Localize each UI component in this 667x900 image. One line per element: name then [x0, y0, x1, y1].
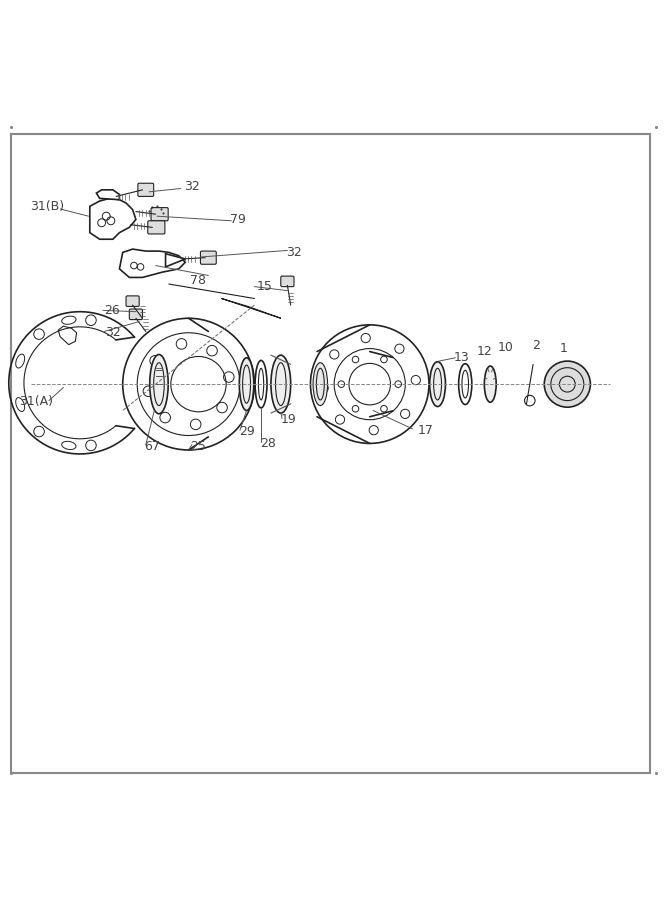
Ellipse shape	[16, 398, 25, 411]
Circle shape	[544, 361, 590, 407]
Ellipse shape	[239, 358, 254, 410]
Text: 10: 10	[498, 341, 514, 355]
Ellipse shape	[62, 441, 76, 449]
Text: 32: 32	[184, 180, 199, 193]
Ellipse shape	[62, 316, 76, 324]
Text: 28: 28	[259, 436, 275, 450]
Text: 67: 67	[145, 439, 160, 453]
FancyBboxPatch shape	[129, 309, 143, 320]
Ellipse shape	[430, 362, 446, 407]
Text: 25: 25	[191, 439, 206, 453]
Text: 32: 32	[286, 246, 302, 259]
Text: 1: 1	[560, 342, 568, 356]
Text: 79: 79	[230, 213, 246, 226]
Text: 13: 13	[454, 351, 470, 364]
Text: 15: 15	[256, 280, 272, 293]
Ellipse shape	[149, 355, 168, 414]
Ellipse shape	[255, 360, 267, 408]
Ellipse shape	[459, 364, 472, 405]
Text: 32: 32	[105, 327, 121, 339]
Text: 31(A): 31(A)	[19, 395, 53, 409]
Text: 19: 19	[281, 412, 297, 426]
Ellipse shape	[16, 354, 25, 368]
Text: 29: 29	[239, 425, 254, 438]
Polygon shape	[96, 190, 119, 200]
Text: 17: 17	[418, 424, 434, 436]
Ellipse shape	[271, 356, 291, 413]
Text: 78: 78	[191, 274, 207, 287]
FancyBboxPatch shape	[201, 251, 216, 265]
Polygon shape	[58, 326, 77, 345]
FancyBboxPatch shape	[138, 184, 153, 196]
FancyBboxPatch shape	[126, 296, 139, 306]
FancyBboxPatch shape	[151, 208, 168, 220]
Text: 31(B): 31(B)	[30, 200, 64, 212]
Text: 12: 12	[477, 345, 493, 357]
Ellipse shape	[484, 366, 496, 402]
FancyBboxPatch shape	[148, 220, 165, 234]
Polygon shape	[119, 249, 185, 277]
Polygon shape	[90, 198, 136, 239]
FancyBboxPatch shape	[281, 276, 294, 287]
Polygon shape	[221, 299, 281, 319]
Polygon shape	[165, 254, 185, 267]
Ellipse shape	[313, 363, 327, 406]
Text: 2: 2	[532, 339, 540, 353]
Text: 26: 26	[103, 304, 119, 317]
